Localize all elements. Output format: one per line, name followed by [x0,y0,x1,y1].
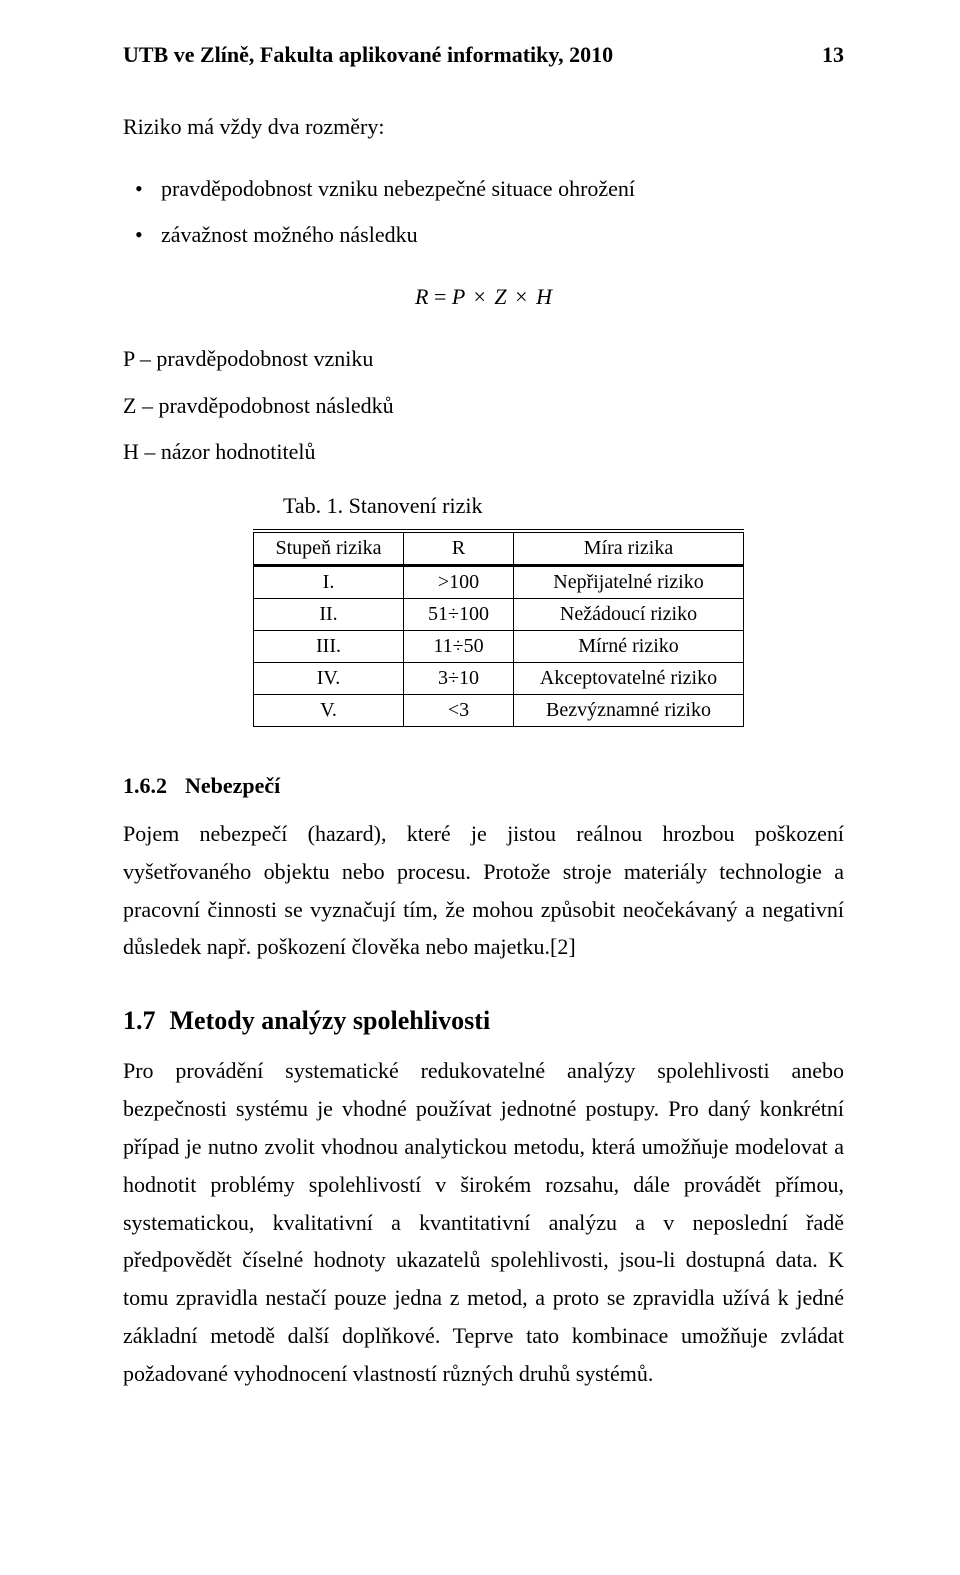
cell-level: V. [254,694,404,726]
def-line: Z – pravděpodobnost následků [123,383,844,429]
section-number: 1.7 [123,1006,156,1035]
cell-r: >100 [404,565,514,598]
formula-times-1: × [470,284,488,309]
document-page: UTB ve Zlíně, Fakulta aplikované informa… [0,0,960,1575]
cell-r: 51÷100 [404,598,514,630]
table-header-row: Stupeň rizika R Míra rizika [254,531,744,566]
formula-r: R [415,284,428,309]
cell-r: <3 [404,694,514,726]
intro-bullets: pravděpodobnost vzniku nebezpečné situac… [123,166,844,258]
col-header-level: Stupeň rizika [254,531,404,566]
bullet-item: pravděpodobnost vzniku nebezpečné situac… [161,166,844,212]
table-row: I. >100 Nepřijatelné riziko [254,565,744,598]
section-title: Metody analýzy spolehlivosti [170,1006,491,1035]
subsection-1-6-2: 1.6.2 Nebezpečí [123,773,844,799]
cell-level: IV. [254,662,404,694]
def-line: P – pravděpodobnost vzniku [123,336,844,382]
subsection-1-6-2-body: Pojem nebezpečí (hazard), které je jisto… [123,815,844,966]
cell-desc: Akceptovatelné riziko [514,662,744,694]
cell-desc: Bezvýznamné riziko [514,694,744,726]
cell-desc: Nežádoucí riziko [514,598,744,630]
header-page-number: 13 [822,42,844,68]
risk-formula: R = P × Z × H [123,284,844,310]
bullet-item: závažnost možného následku [161,212,844,258]
formula-times-2: × [512,284,530,309]
cell-desc: Nepřijatelné riziko [514,565,744,598]
risk-table: Stupeň rizika R Míra rizika I. >100 Nepř… [253,529,744,727]
intro-text: Riziko má vždy dva rozměry: [123,114,844,140]
cell-level: I. [254,565,404,598]
section-1-7: 1.7 Metody analýzy spolehlivosti [123,1006,844,1036]
subsection-title: Nebezpečí [185,773,280,798]
formula-eq: = [434,284,446,309]
formula-definitions: P – pravděpodobnost vzniku Z – pravděpod… [123,336,844,475]
page-header: UTB ve Zlíně, Fakulta aplikované informa… [123,42,844,68]
header-left: UTB ve Zlíně, Fakulta aplikované informa… [123,42,613,68]
formula-p: P [452,284,465,309]
formula-z: Z [494,284,506,309]
def-line: H – názor hodnotitelů [123,429,844,475]
cell-r: 3÷10 [404,662,514,694]
cell-level: II. [254,598,404,630]
table-caption: Tab. 1. Stanovení rizik [283,493,844,519]
section-1-7-body: Pro provádění systematické redukovatelné… [123,1052,844,1392]
table-row: III. 11÷50 Mírné riziko [254,630,744,662]
cell-desc: Mírné riziko [514,630,744,662]
col-header-desc: Míra rizika [514,531,744,566]
cell-r: 11÷50 [404,630,514,662]
subsection-number: 1.6.2 [123,773,167,798]
formula-h: H [536,284,552,309]
table-row: II. 51÷100 Nežádoucí riziko [254,598,744,630]
table-row: V. <3 Bezvýznamné riziko [254,694,744,726]
col-header-r: R [404,531,514,566]
table-row: IV. 3÷10 Akceptovatelné riziko [254,662,744,694]
cell-level: III. [254,630,404,662]
